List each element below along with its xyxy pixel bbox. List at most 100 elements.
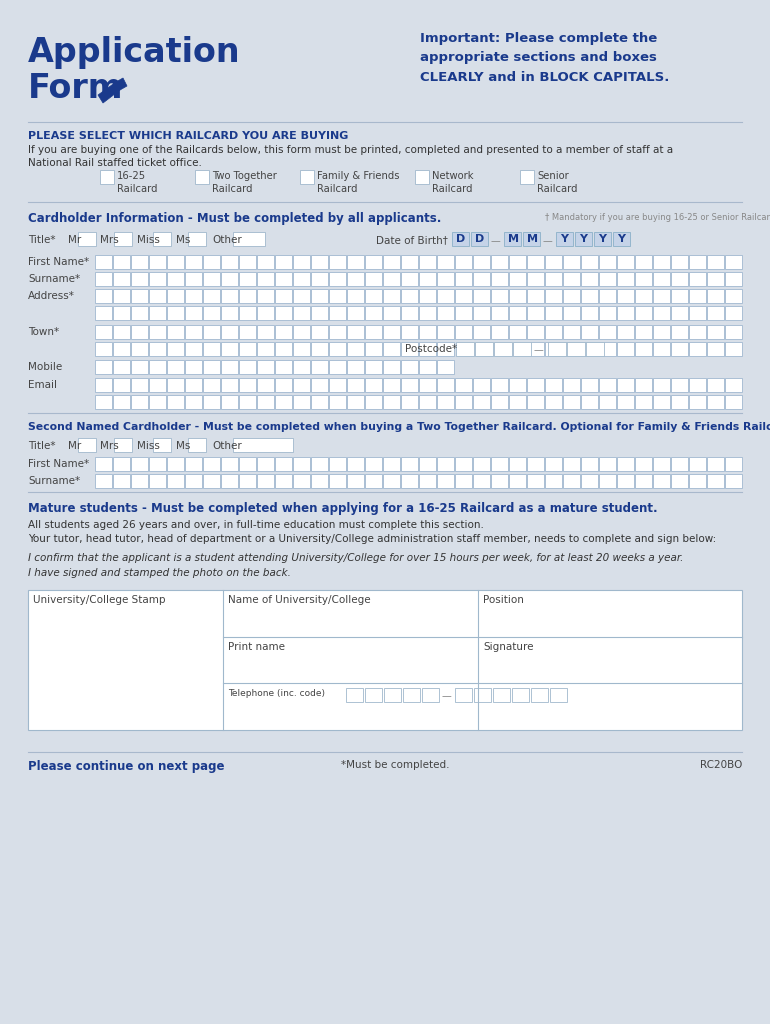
Bar xyxy=(203,457,220,471)
Bar xyxy=(347,272,364,286)
Bar xyxy=(473,306,490,319)
Bar xyxy=(365,342,382,356)
Bar xyxy=(275,395,292,409)
Bar xyxy=(545,378,562,392)
Bar xyxy=(383,378,400,392)
Bar xyxy=(275,378,292,392)
Bar xyxy=(494,342,512,356)
Bar xyxy=(473,289,490,303)
Bar xyxy=(689,255,706,269)
Bar xyxy=(419,306,436,319)
Text: D: D xyxy=(456,234,465,244)
Bar xyxy=(491,474,508,488)
Bar xyxy=(491,272,508,286)
Bar xyxy=(113,474,130,488)
Bar xyxy=(149,378,166,392)
Bar xyxy=(563,325,580,339)
Bar xyxy=(509,395,526,409)
Bar xyxy=(689,325,706,339)
Bar xyxy=(239,342,256,356)
Bar xyxy=(689,378,706,392)
Bar xyxy=(311,255,328,269)
Bar xyxy=(365,289,382,303)
Bar xyxy=(531,688,548,702)
Bar xyxy=(293,378,310,392)
Bar xyxy=(185,255,202,269)
Bar xyxy=(653,378,670,392)
Bar xyxy=(239,457,256,471)
Bar xyxy=(329,289,346,303)
Bar xyxy=(347,378,364,392)
Bar xyxy=(113,325,130,339)
Bar xyxy=(491,325,508,339)
Text: Family & Friends
Railcard: Family & Friends Railcard xyxy=(317,171,400,195)
Text: University/College Stamp: University/College Stamp xyxy=(33,595,166,605)
Bar xyxy=(113,457,130,471)
Bar xyxy=(239,360,256,374)
Bar xyxy=(545,255,562,269)
Bar xyxy=(95,325,112,339)
Text: Miss: Miss xyxy=(137,234,160,245)
Bar xyxy=(419,378,436,392)
Text: National Rail staffed ticket office.: National Rail staffed ticket office. xyxy=(28,158,202,168)
Bar xyxy=(185,306,202,319)
Text: Email: Email xyxy=(28,380,57,390)
Bar xyxy=(653,272,670,286)
Bar xyxy=(545,457,562,471)
Bar xyxy=(401,272,418,286)
Text: Telephone (inc. code): Telephone (inc. code) xyxy=(228,689,325,698)
Bar xyxy=(473,457,490,471)
Bar xyxy=(221,342,238,356)
Bar xyxy=(617,395,634,409)
Bar xyxy=(635,474,652,488)
Bar xyxy=(95,474,112,488)
Bar xyxy=(617,457,634,471)
Bar xyxy=(545,289,562,303)
Bar xyxy=(203,378,220,392)
Bar xyxy=(239,395,256,409)
Bar xyxy=(188,438,206,452)
Bar xyxy=(347,306,364,319)
Text: Address*: Address* xyxy=(28,291,75,301)
Bar xyxy=(221,395,238,409)
Bar xyxy=(509,342,526,356)
Bar xyxy=(455,395,472,409)
Bar xyxy=(167,306,184,319)
Bar xyxy=(329,457,346,471)
Bar xyxy=(545,342,562,356)
Bar xyxy=(527,325,544,339)
Bar xyxy=(653,306,670,319)
Bar xyxy=(185,474,202,488)
Bar xyxy=(455,306,472,319)
Bar xyxy=(437,395,454,409)
Bar xyxy=(293,255,310,269)
Text: —: — xyxy=(491,236,500,246)
Bar xyxy=(167,474,184,488)
Bar xyxy=(329,474,346,488)
Bar xyxy=(437,272,454,286)
Bar xyxy=(455,342,472,356)
Bar xyxy=(512,688,529,702)
Bar xyxy=(221,360,238,374)
Bar xyxy=(131,474,148,488)
Bar xyxy=(167,360,184,374)
Bar xyxy=(671,325,688,339)
Text: D: D xyxy=(475,234,484,244)
Bar xyxy=(275,474,292,488)
Bar xyxy=(473,474,490,488)
Bar xyxy=(545,395,562,409)
Bar xyxy=(347,325,364,339)
Text: Date of Birth†: Date of Birth† xyxy=(376,234,448,245)
Bar xyxy=(167,325,184,339)
Bar xyxy=(293,457,310,471)
Bar xyxy=(401,474,418,488)
Text: Ms: Ms xyxy=(176,441,190,451)
Bar xyxy=(131,395,148,409)
Bar xyxy=(113,306,130,319)
Text: Mr: Mr xyxy=(68,441,82,451)
Bar xyxy=(415,170,429,184)
Bar xyxy=(635,272,652,286)
Bar xyxy=(671,272,688,286)
Bar xyxy=(311,306,328,319)
Text: Miss: Miss xyxy=(137,441,160,451)
